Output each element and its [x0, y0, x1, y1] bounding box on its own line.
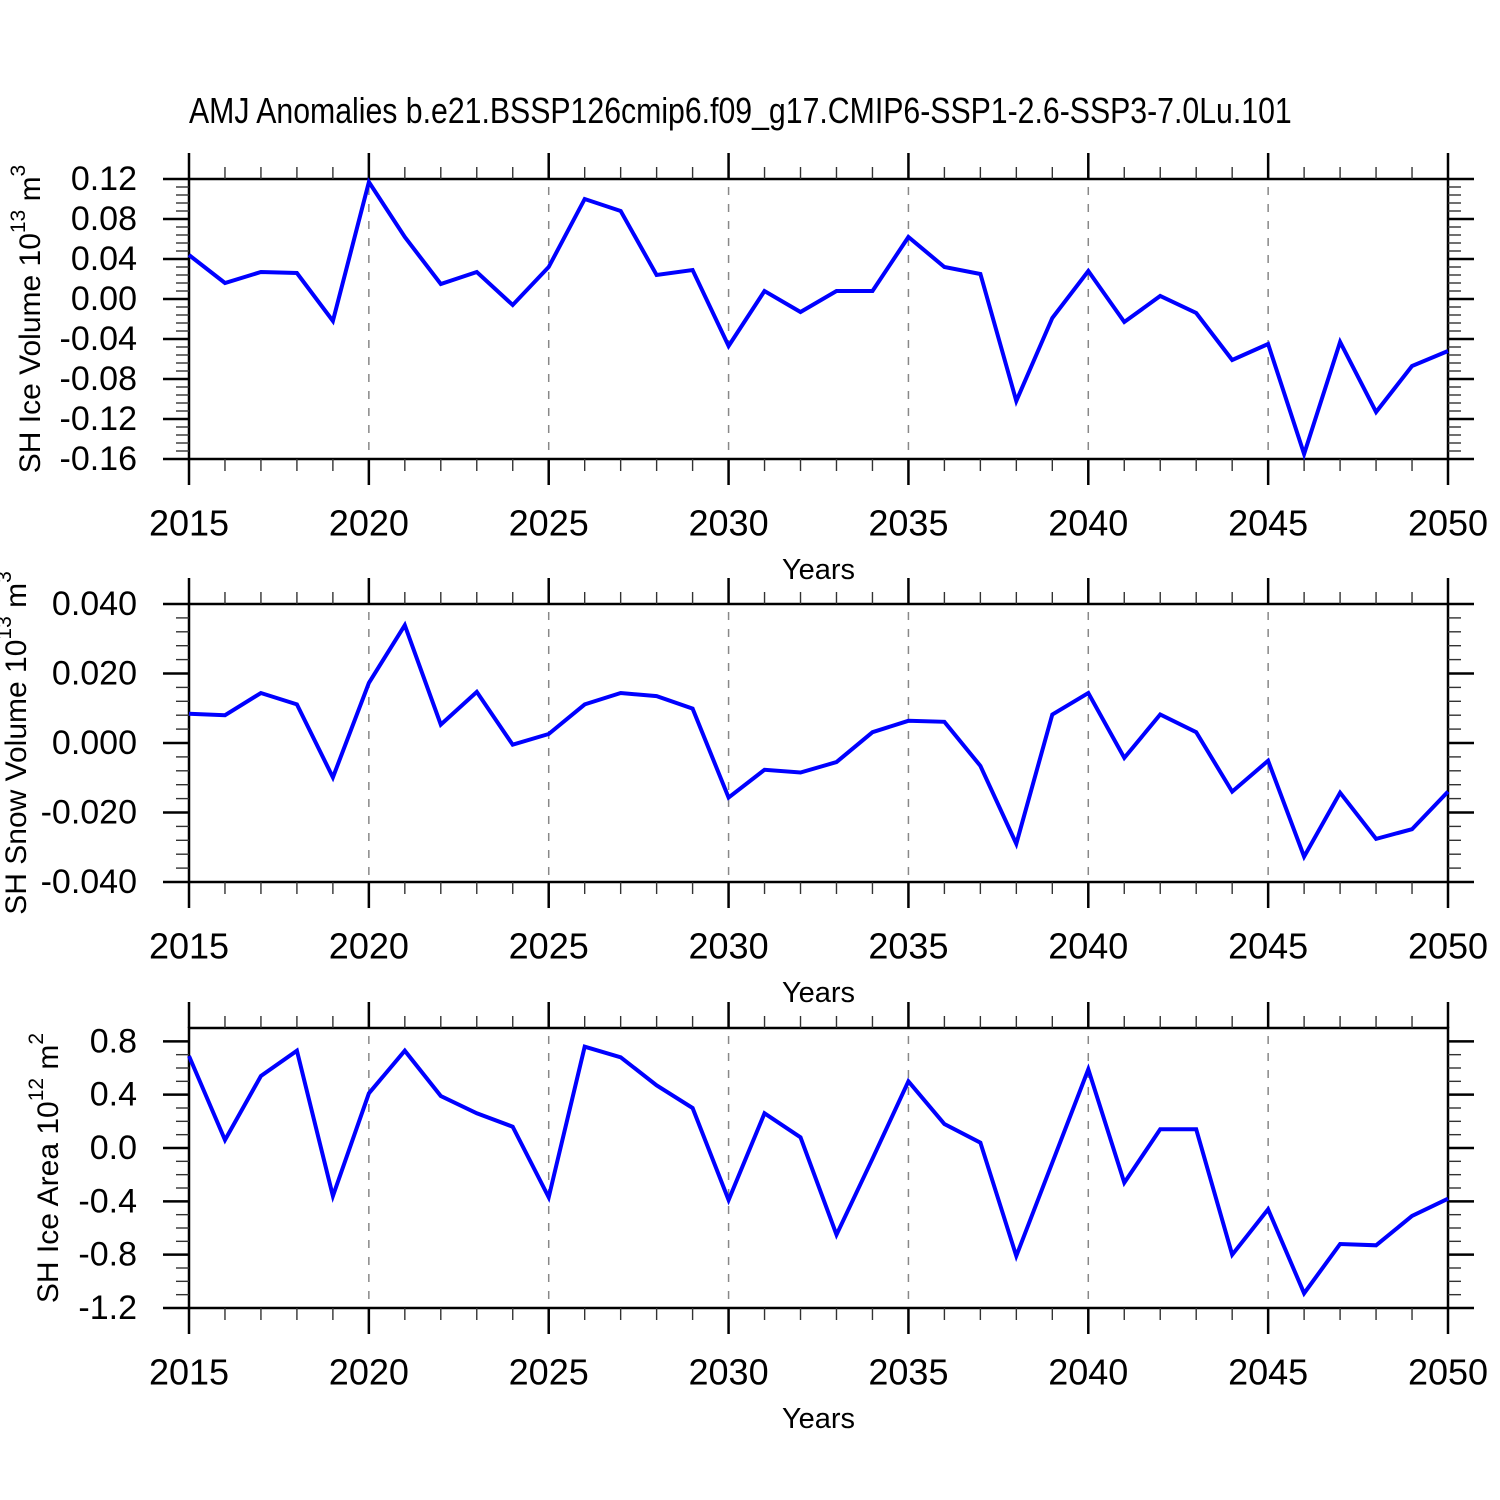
data-line-sh-ice-area — [187, 1044, 1449, 1298]
y-tick-label: -0.12 — [60, 400, 138, 438]
plot-frame — [187, 602, 1450, 884]
x-tick-label: 2040 — [1048, 1352, 1128, 1393]
x-tick-label: 2035 — [868, 503, 948, 544]
y-tick-label: -1.2 — [78, 1289, 137, 1327]
x-tick-label: 2035 — [868, 926, 948, 967]
plot-frame — [187, 177, 1450, 461]
x-tick-label: 2025 — [509, 1352, 589, 1393]
x-tick-label: 2035 — [868, 1352, 948, 1393]
x-tick-label: 2030 — [689, 1352, 769, 1393]
x-tick-label: 2050 — [1408, 926, 1488, 967]
chart-title: AMJ Anomalies b.e21.BSSP126cmip6.f09_g17… — [189, 90, 1292, 131]
y-tick-label: 0.4 — [90, 1076, 137, 1114]
x-tick-label: 2025 — [509, 926, 589, 967]
y-tick-label: 0.8 — [90, 1022, 137, 1060]
y-tick-label: 0.12 — [71, 160, 137, 198]
y-tick-label: -0.040 — [41, 863, 137, 901]
x-tick-label: 2025 — [509, 503, 589, 544]
y-tick-label: -0.16 — [60, 440, 138, 478]
y-axis-title: SH Ice Area 1012 m2 — [25, 1033, 65, 1303]
y-tick-label: -0.4 — [78, 1182, 137, 1220]
x-tick-label: 2040 — [1048, 926, 1128, 967]
plot-frame — [187, 1026, 1450, 1310]
x-tick-label: 2020 — [329, 503, 409, 544]
y-tick-label: 0.000 — [52, 724, 137, 762]
y-tick-label: -0.020 — [41, 794, 137, 832]
x-tick-label: 2045 — [1228, 1352, 1308, 1393]
data-line-sh-snow-volume — [188, 620, 1450, 862]
x-tick-label: 2040 — [1048, 503, 1128, 544]
y-tick-label: 0.00 — [71, 280, 137, 318]
y-tick-label: 0.08 — [71, 200, 137, 238]
y-tick-label: 0.040 — [52, 585, 137, 623]
y-tick-label: 0.0 — [90, 1129, 137, 1167]
x-tick-label: 2045 — [1228, 503, 1308, 544]
x-tick-label: 2045 — [1228, 926, 1308, 967]
x-tick-label: 2050 — [1408, 1352, 1488, 1393]
x-tick-label: 2030 — [689, 926, 769, 967]
y-tick-label: 0.020 — [52, 655, 137, 693]
x-axis-title: Years — [782, 977, 855, 1009]
x-tick-label: 2050 — [1408, 503, 1488, 544]
x-tick-label: 2020 — [329, 926, 409, 967]
x-tick-label: 2030 — [689, 503, 769, 544]
x-tick-label: 2020 — [329, 1352, 409, 1393]
y-tick-label: -0.8 — [78, 1236, 137, 1274]
y-tick-label: 0.04 — [71, 240, 137, 278]
x-axis-title: Years — [782, 554, 855, 586]
y-axis-title: SH Snow Volume 1013 m3 — [0, 571, 33, 915]
y-tick-label: -0.08 — [60, 360, 138, 398]
y-axis-title: SH Ice Volume 1013 m3 — [7, 165, 47, 474]
x-axis-title: Years — [782, 1403, 855, 1435]
data-line-sh-ice-volume — [187, 177, 1449, 461]
x-tick-label: 2015 — [149, 926, 229, 967]
x-tick-label: 2015 — [149, 1352, 229, 1393]
y-tick-label: -0.04 — [60, 320, 138, 358]
x-tick-label: 2015 — [149, 503, 229, 544]
